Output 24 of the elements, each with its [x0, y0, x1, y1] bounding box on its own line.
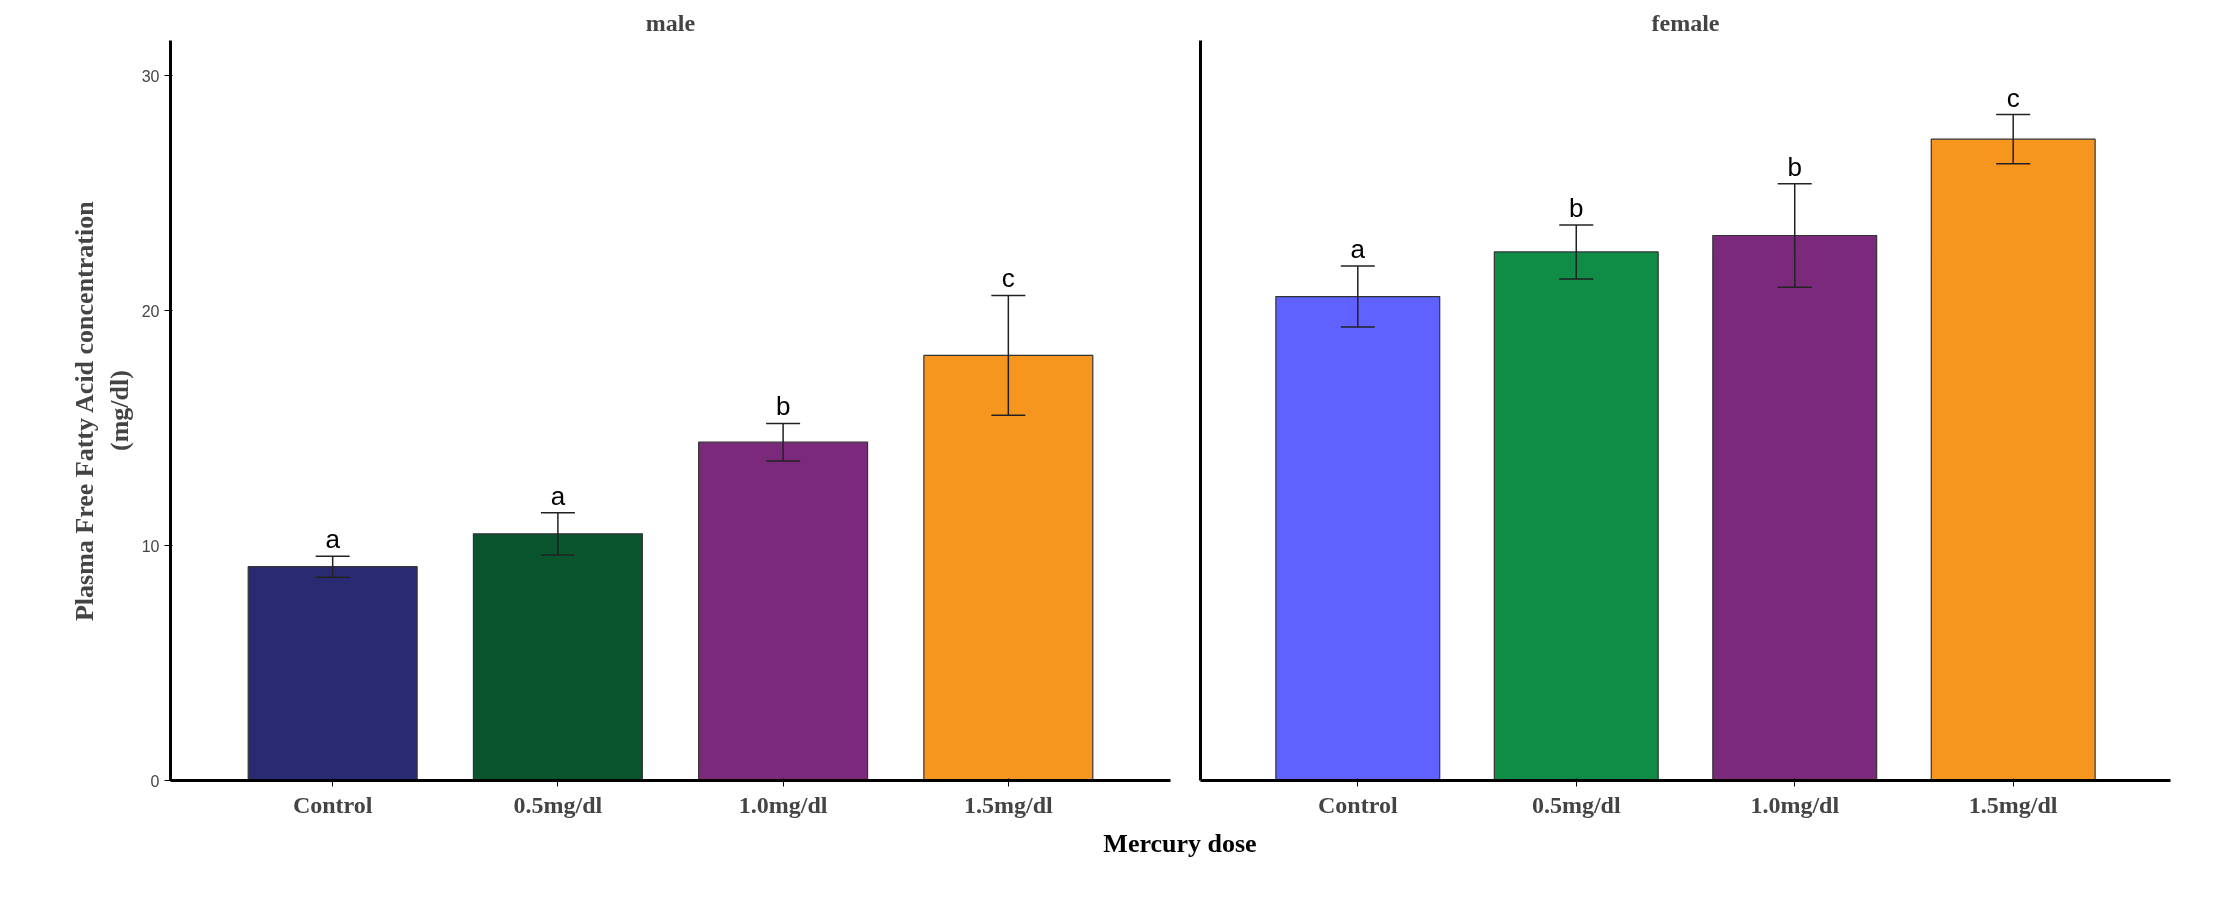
annotation: c — [1001, 263, 1015, 294]
y-axis-title: Plasma Free Fatty Acid concentration (mg/dl) — [69, 200, 134, 622]
y-tick-label: 10 — [141, 537, 160, 555]
x-axis-title: Mercury dose — [1103, 828, 1257, 860]
y-tick-label: 30 — [141, 67, 160, 85]
annotation: b — [1787, 151, 1802, 182]
x-tick-label: 1.5mg/dl — [1968, 791, 2058, 818]
annotation: c — [2006, 82, 2020, 113]
x-tick-label: 0.5mg/dl — [1531, 791, 1621, 818]
annotation: b — [775, 391, 791, 422]
x-tick-label: Control — [292, 791, 373, 818]
y-tick-label: 0 — [150, 772, 160, 790]
x-tick-label: 0.5mg/dl — [513, 791, 603, 818]
x-tick-label: Control — [1318, 791, 1398, 818]
x-tick-label: 1.0mg/dl — [1750, 791, 1840, 818]
annotation: a — [1350, 234, 1366, 265]
annotation: a — [550, 480, 566, 511]
y-tick-label: 20 — [141, 302, 160, 320]
x-tick-label: 1.0mg/dl — [738, 791, 828, 818]
annotation: a — [325, 524, 341, 555]
chart-title: female — [1651, 9, 1720, 36]
annotation: b — [1569, 192, 1584, 223]
chart-title: male — [645, 9, 696, 36]
x-tick-label: 1.5mg/dl — [964, 791, 1054, 818]
